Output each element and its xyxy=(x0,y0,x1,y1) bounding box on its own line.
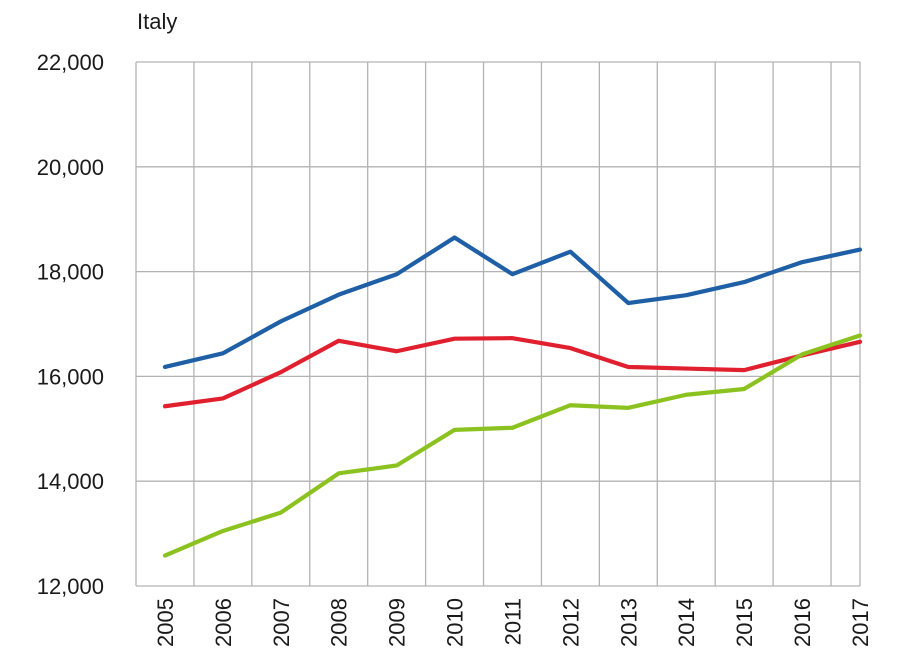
y-tick-label: 14,000 xyxy=(37,469,104,494)
x-tick-label: 2007 xyxy=(269,598,294,647)
y-tick-label: 12,000 xyxy=(37,574,104,599)
x-tick-label: 2006 xyxy=(211,598,236,647)
x-tick-label: 2017 xyxy=(848,598,873,647)
y-tick-label: 18,000 xyxy=(37,260,104,285)
x-tick-label: 2013 xyxy=(616,598,641,647)
x-axis-ticks: 2005 2006 2007 2008 2009 2010 2011 2012 2013 2014… xyxy=(153,598,873,647)
x-tick-label: 2005 xyxy=(153,598,178,647)
x-tick-label: 2012 xyxy=(558,598,583,647)
x-tick-label: 2009 xyxy=(385,598,410,647)
series-line-1 xyxy=(162,235,863,370)
x-tick-label: 2008 xyxy=(327,598,352,647)
series-line-2 xyxy=(162,336,863,409)
y-tick-label: 16,000 xyxy=(37,364,104,389)
x-tick-label: 2015 xyxy=(732,598,757,647)
x-tick-label: 2014 xyxy=(674,598,699,647)
series-line-3 xyxy=(162,333,863,558)
x-tick-label: 2016 xyxy=(790,598,815,647)
x-tick-label: 2011 xyxy=(500,598,525,645)
grid xyxy=(135,61,861,587)
series-group xyxy=(162,235,863,558)
y-axis-ticks: 12,000 14,000 16,000 18,000 20,000 22,000 xyxy=(37,50,104,599)
y-tick-label: 20,000 xyxy=(37,155,104,180)
chart-title: Italy xyxy=(137,9,177,34)
x-tick-label: 2010 xyxy=(443,598,468,647)
y-tick-label: 22,000 xyxy=(37,50,104,75)
